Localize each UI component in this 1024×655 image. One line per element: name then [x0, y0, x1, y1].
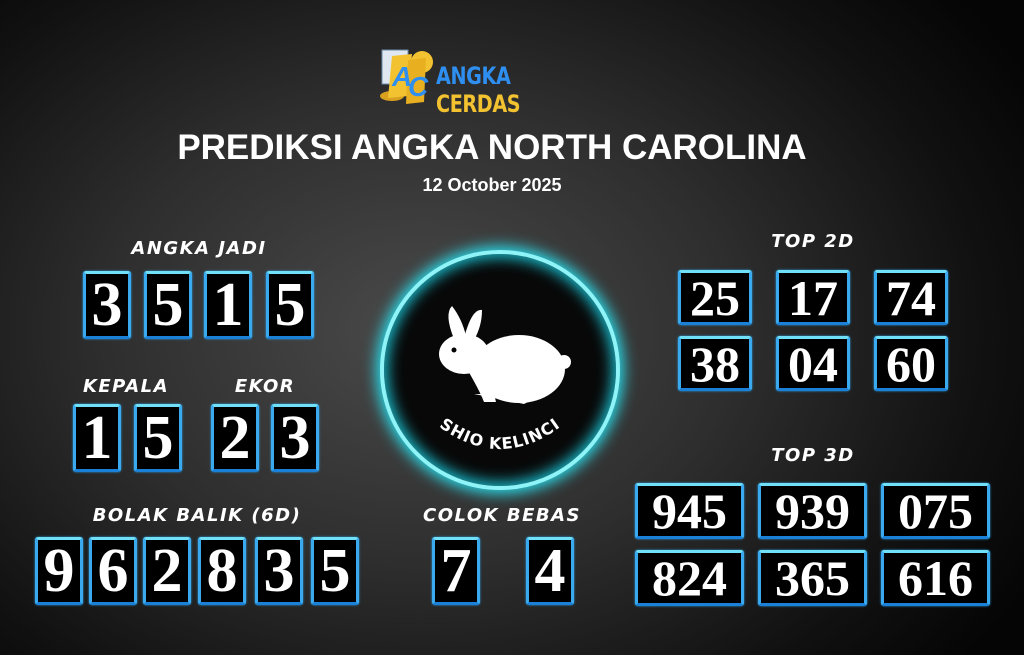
top2d-label: TOP 2D [771, 231, 855, 252]
top3d-number: 365 [758, 550, 867, 606]
angka-jadi-digit: 5 [266, 271, 314, 339]
logo: A C ANGKA CERDAS [378, 46, 608, 118]
angka-jadi-label: ANGKA JADI [131, 238, 267, 259]
shio-label-arc: SHIO KELINCI [437, 414, 564, 453]
svg-text:SHIO KELINCI: SHIO KELINCI [437, 414, 564, 453]
ekor-digit: 3 [271, 404, 319, 472]
bolak-balik-digit: 9 [35, 537, 83, 605]
bolak-balik-digit: 5 [311, 537, 359, 605]
colok-bebas-digit: 7 [432, 537, 480, 605]
logo-text-cerdas: CERDAS [436, 90, 521, 118]
bolak-balik-label: BOLAK BALIK (6D) [92, 505, 302, 526]
angka-jadi-digit: 5 [144, 271, 192, 339]
ekor-label: EKOR [234, 376, 296, 397]
logo-mark-icon: A C [380, 49, 433, 104]
kepala-digit: 1 [73, 404, 121, 472]
logo-text-angka: ANGKA [436, 62, 511, 90]
top2d-number: 60 [874, 336, 948, 392]
angka-jadi-digit: 3 [83, 271, 131, 339]
bolak-balik-digit: 8 [198, 537, 246, 605]
top2d-number: 74 [874, 270, 948, 326]
rabbit-icon [439, 306, 571, 404]
top3d-number: 824 [635, 550, 744, 606]
shio-circle: SHIO KELINCI [380, 250, 620, 490]
date: 12 October 2025 [422, 175, 562, 195]
top2d-number: 04 [776, 336, 850, 392]
kepala-label: KEPALA [82, 376, 170, 397]
ekor-digit: 2 [211, 404, 259, 472]
svg-text:C: C [408, 71, 429, 102]
svg-text:A: A [391, 61, 412, 92]
bolak-balik-digit: 3 [255, 537, 303, 605]
bolak-balik-digit: 2 [143, 537, 191, 605]
top3d-number: 939 [758, 483, 867, 539]
colok-bebas-digit: 4 [526, 537, 574, 605]
top3d-number: 945 [635, 483, 744, 539]
angka-jadi-digit: 1 [204, 271, 252, 339]
top2d-number: 25 [678, 270, 752, 326]
top3d-label: TOP 3D [771, 445, 855, 466]
kepala-digit: 5 [134, 404, 182, 472]
top2d-number: 17 [776, 270, 850, 326]
shio-label: SHIO KELINCI [437, 414, 563, 453]
top2d-number: 38 [678, 336, 752, 392]
colok-bebas-label: COLOK BEBAS [423, 505, 581, 526]
page-title: PREDIKSI ANGKA NORTH CAROLINA [177, 128, 807, 167]
top3d-number: 616 [881, 550, 990, 606]
bolak-balik-digit: 6 [89, 537, 137, 605]
top3d-number: 075 [881, 483, 990, 539]
